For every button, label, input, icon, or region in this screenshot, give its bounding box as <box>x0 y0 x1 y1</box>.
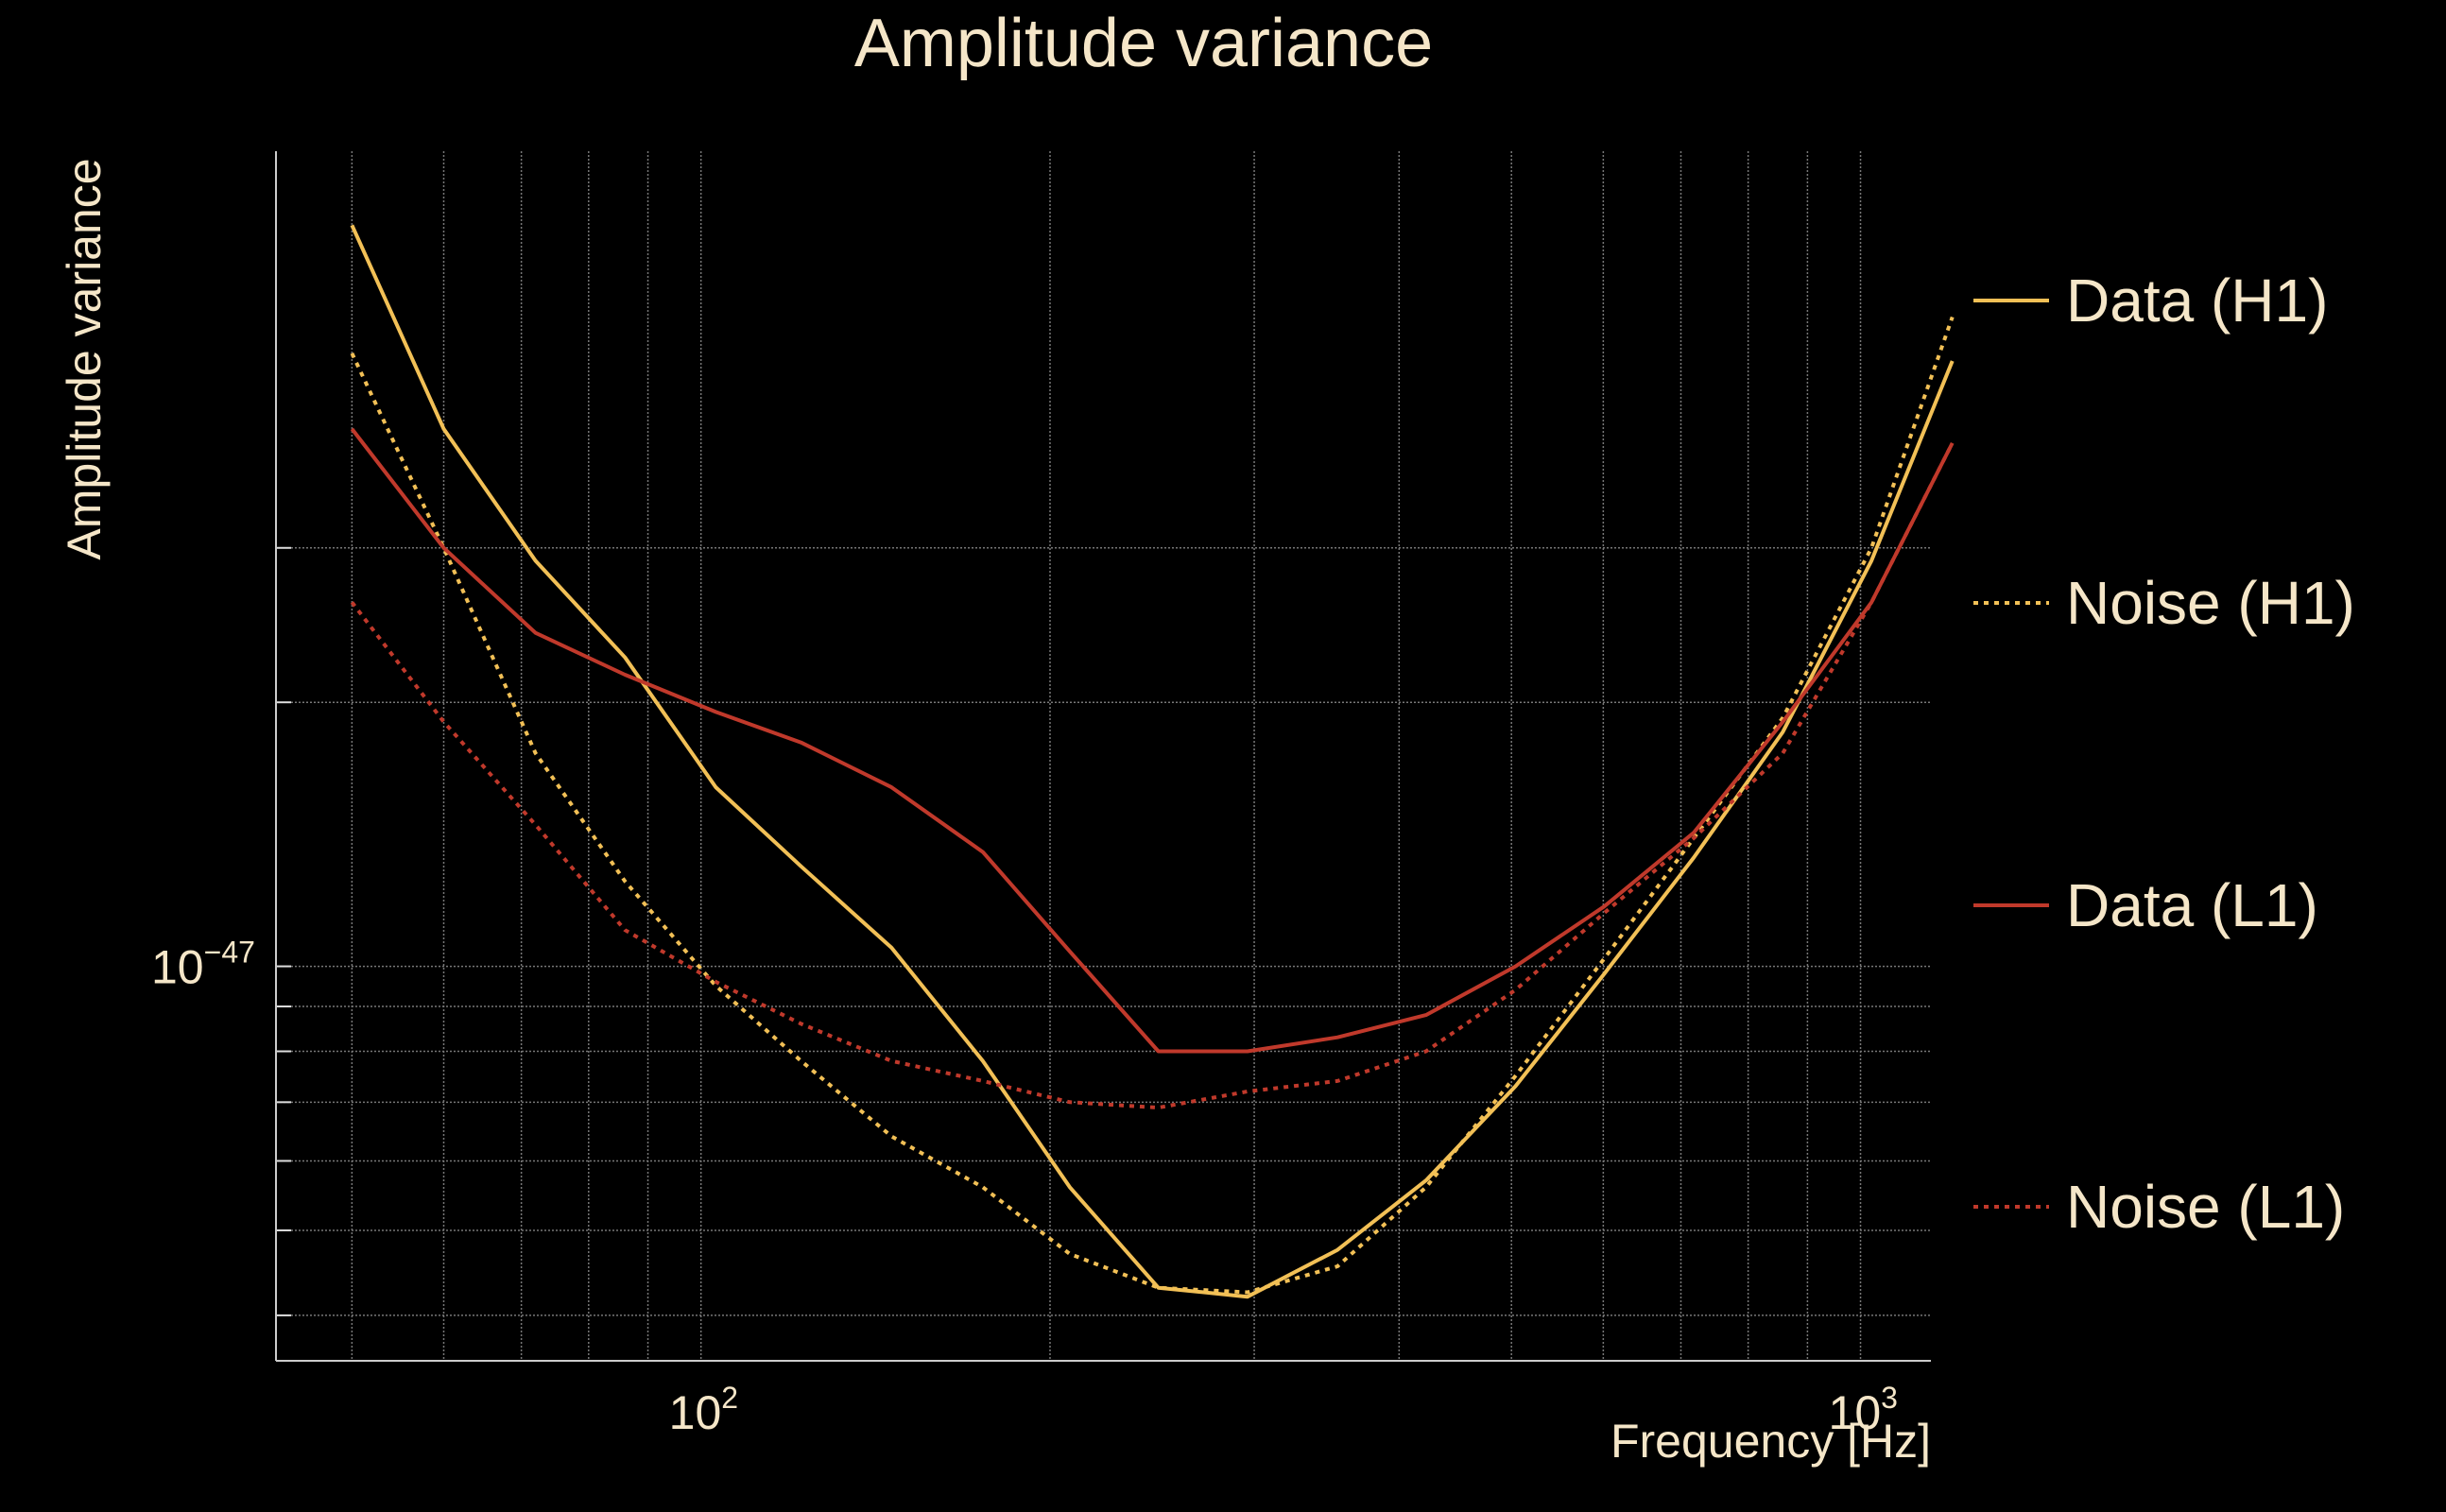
legend: Data (H1) Noise (H1) Data (L1) Noise (L1) <box>1973 266 2355 1241</box>
series-noise-h1 <box>350 316 1955 1295</box>
legend-label: Data (L1) <box>2066 871 2318 939</box>
series-data-l1 <box>350 427 1955 1054</box>
grid <box>276 151 1931 1361</box>
series-noise-l1 <box>350 441 1955 1110</box>
axes <box>275 151 1931 1362</box>
series-group <box>350 224 1955 1299</box>
legend-label: Data (H1) <box>2066 266 2328 335</box>
legend-label: Noise (H1) <box>2066 569 2355 637</box>
tick-labels: 102 103 10−47 <box>151 936 1898 1439</box>
legend-label: Noise (L1) <box>2066 1173 2345 1241</box>
y-axis-label: Amplitude variance <box>58 158 111 559</box>
y-tick-label: 10−47 <box>151 936 255 994</box>
x-tick-label: 102 <box>669 1381 738 1439</box>
x-tick-label: 103 <box>1829 1381 1898 1439</box>
chart-title: Amplitude variance <box>854 6 1433 81</box>
x-axis-label: Frequency [Hz] <box>1611 1415 1931 1468</box>
series-data-h1 <box>350 224 1955 1299</box>
